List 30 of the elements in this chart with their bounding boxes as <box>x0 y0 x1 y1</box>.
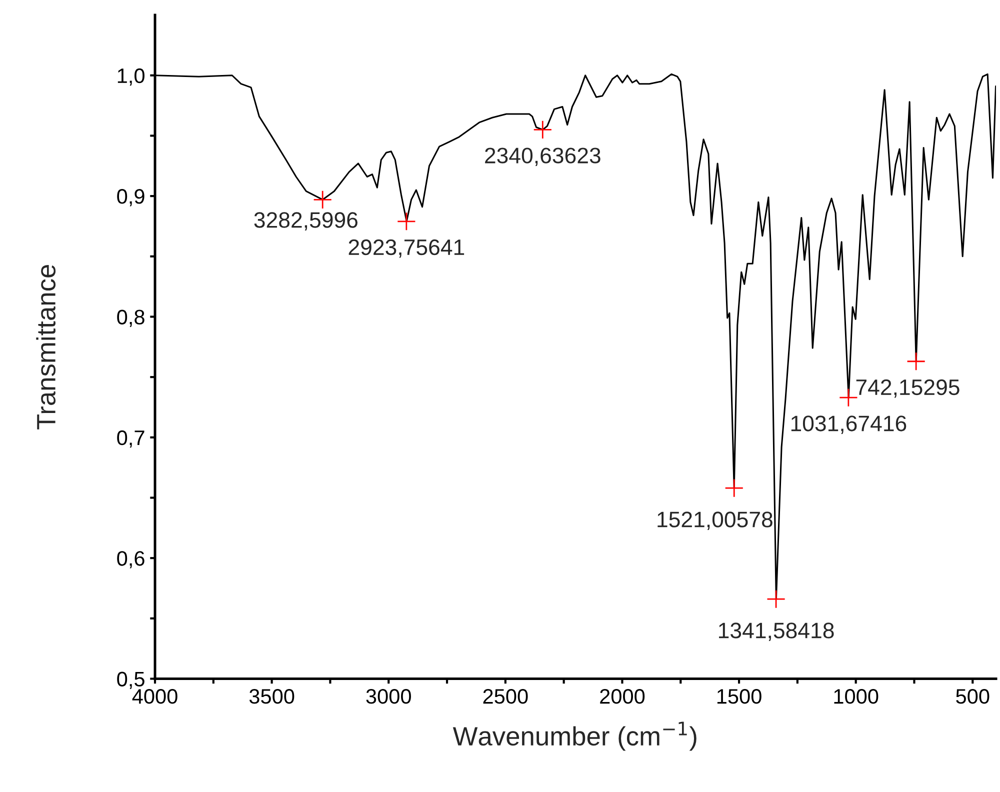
y-tick-label: 0,7 <box>117 430 144 448</box>
point <box>313 190 332 210</box>
point <box>396 212 416 231</box>
y-axis-title: Transmittance <box>36 264 56 430</box>
x-tick-label: 1000 <box>834 689 878 704</box>
point <box>838 388 858 408</box>
annotation: 3282,5996 <box>254 212 358 230</box>
annotation: 1031,67416 <box>791 416 906 434</box>
point <box>906 352 926 371</box>
y-tick-label: 1,0 <box>118 68 144 86</box>
point <box>533 120 552 140</box>
y-tick-label: 0,5 <box>117 672 144 689</box>
annotation: 742,15295 <box>856 379 960 398</box>
annotation: 2340,63623 <box>485 148 600 166</box>
x-tick-label: 3000 <box>366 689 411 704</box>
point <box>766 590 786 609</box>
x-tick-label: 2000 <box>600 689 645 704</box>
y-tick-label: 0,9 <box>117 189 144 206</box>
x-axis-title: Wavenumber (cm$^{−1}$) <box>452 722 696 751</box>
point <box>724 478 744 498</box>
annotation: 2923,75641 <box>348 239 464 258</box>
annotation: 1521,00578 <box>658 512 772 530</box>
y-tick-label: 0,6 <box>117 551 144 568</box>
x-tick-label: 3500 <box>249 689 294 704</box>
annotation: 1341,58418 <box>719 622 834 642</box>
x-tick-label: 2500 <box>483 689 528 704</box>
x-tick-label: 500 <box>956 689 990 704</box>
x-tick-label: 1500 <box>717 689 762 704</box>
y-tick-label: 0,8 <box>117 310 144 327</box>
x-tick-label: 4000 <box>132 689 178 704</box>
